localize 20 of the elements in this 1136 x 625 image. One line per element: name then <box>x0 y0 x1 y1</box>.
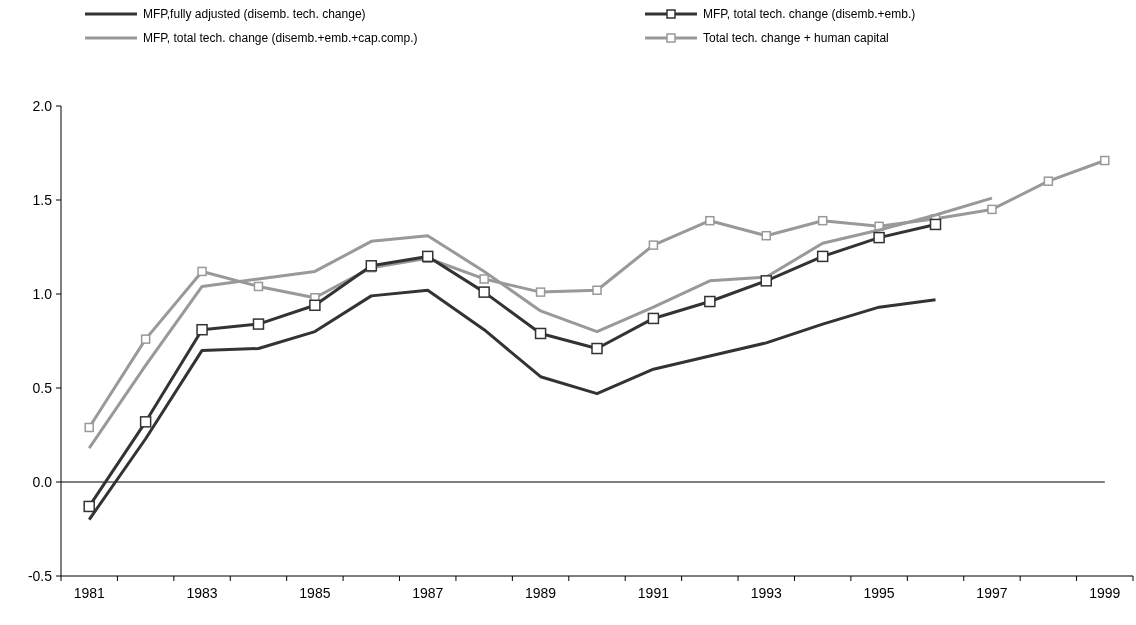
legend-label: MFP, total tech. change (disemb.+emb.+cap.comp.) <box>143 31 418 45</box>
x-tick-label: 1993 <box>750 585 783 601</box>
x-tick-label: 1989 <box>525 585 557 601</box>
x-tick-label: 1995 <box>863 585 895 601</box>
x-tick-label: 1981 <box>73 585 105 601</box>
x-tick-label: 1997 <box>976 585 1008 601</box>
x-tick-label: 1985 <box>299 585 331 601</box>
y-tick-label: 1.5 <box>32 192 53 208</box>
y-tick-label: 0.5 <box>32 380 53 396</box>
x-tick-label: 1999 <box>1089 585 1121 601</box>
x-tick-label: 1987 <box>412 585 444 601</box>
legend-label: Total tech. change + human capital <box>703 31 889 45</box>
x-tick-label: 1983 <box>186 585 218 601</box>
legend-label: MFP,fully adjusted (disemb. tech. change) <box>143 7 366 21</box>
y-tick-label: 0.0 <box>32 474 53 490</box>
legend-label: MFP, total tech. change (disemb.+emb.) <box>703 7 916 21</box>
x-tick-label: 1991 <box>637 585 670 601</box>
y-tick-label: 2.0 <box>32 98 53 114</box>
y-tick-label: 1.0 <box>32 286 53 302</box>
y-tick-label: -0.5 <box>27 568 53 584</box>
